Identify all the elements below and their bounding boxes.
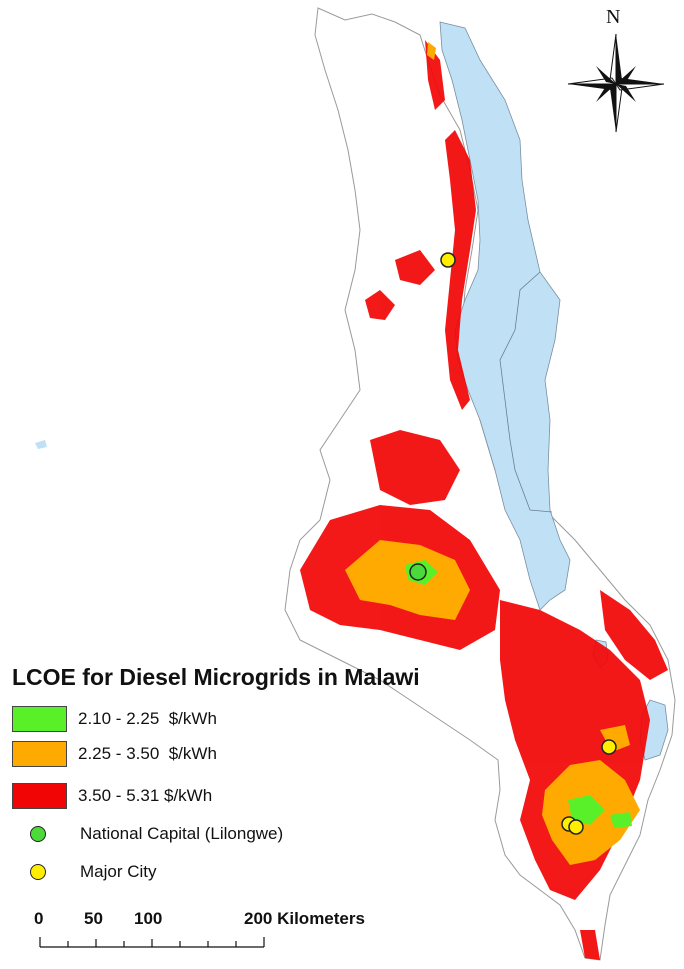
city-dot-icon [30, 864, 46, 880]
scale-label-100: 100 [134, 909, 163, 928]
legend-label-mid: 2.25 - 3.50 $/kWh [78, 744, 217, 763]
legend-label-low: 2.10 - 2.25 $/kWh [78, 709, 217, 728]
scale-label-50: 50 [84, 909, 103, 928]
lake-malawi [439, 21, 571, 611]
north-label: N [606, 6, 621, 28]
major-city-marker [440, 252, 456, 268]
capital-dot-icon [30, 826, 46, 842]
scale-label-end: 200 Kilometers [244, 909, 365, 928]
legend-item-city: Major City [30, 862, 157, 882]
scale-bar [39, 937, 265, 948]
major-city-marker [601, 739, 617, 755]
scale-label-0: 0 [34, 909, 44, 928]
legend-title: LCOE for Diesel Microgrids in Malawi [12, 664, 420, 690]
lake-border-line [499, 271, 553, 513]
legend-item-capital: National Capital (Lilongwe) [30, 824, 283, 844]
legend-label-city: Major City [80, 862, 157, 881]
legend-label-capital: National Capital (Lilongwe) [80, 824, 284, 843]
small-water-body [35, 440, 47, 449]
national-capital-marker [409, 563, 427, 581]
legend-label-high: 3.50 - 5.31 $/kWh [78, 786, 213, 805]
legend-swatch-low [12, 706, 67, 732]
legend-item-low: 2.10 - 2.25 $/kWh [12, 705, 217, 733]
compass-rose-icon [567, 33, 665, 133]
major-city-marker [568, 819, 584, 835]
legend-item-mid: 2.25 - 3.50 $/kWh [12, 740, 217, 768]
legend-item-high: 3.50 - 5.31 $/kWh [12, 782, 212, 810]
legend-swatch-mid [12, 741, 67, 767]
legend-swatch-high [12, 783, 67, 809]
